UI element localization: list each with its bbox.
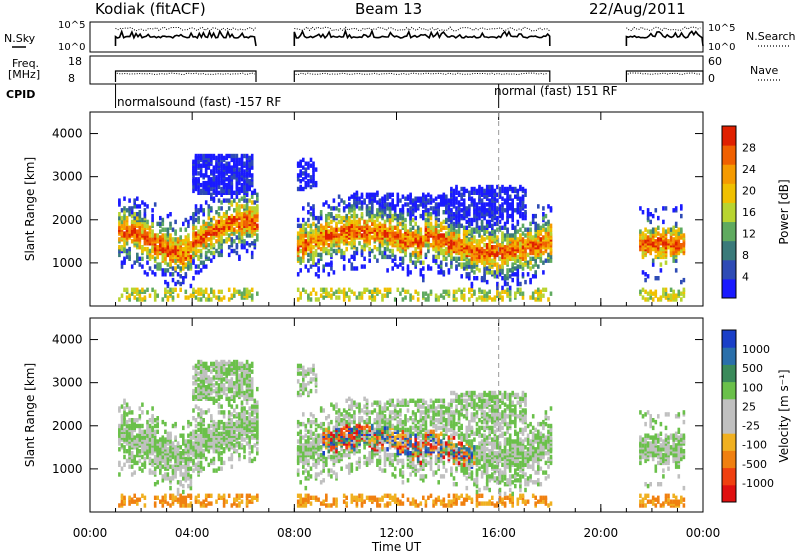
power-colorbar-tick: 24 bbox=[742, 163, 756, 176]
nsearch-ytick-top: 10^5 bbox=[708, 23, 735, 34]
power-colorbar-frame bbox=[721, 125, 737, 299]
velocity-colorbar-bin bbox=[722, 467, 736, 486]
freq-ytick-bottom: 8 bbox=[68, 72, 75, 85]
power-ytick-label: 3000 bbox=[52, 170, 83, 184]
velocity-colorbar-frame bbox=[721, 329, 737, 503]
freq-line-segment bbox=[114, 70, 257, 82]
radar-title: Kodiak (fitACF) bbox=[95, 0, 206, 18]
velocity-colorbar-tick: -500 bbox=[742, 458, 767, 471]
nsky-ytick-top: 10^5 bbox=[58, 20, 85, 31]
velocity-colorbar-tick: 500 bbox=[742, 362, 763, 375]
power-colorbar-label: Power [dB] bbox=[777, 179, 791, 244]
velocity-colorbar-tick: -100 bbox=[742, 439, 767, 452]
power-colorbar-bin bbox=[722, 126, 736, 146]
velocity-colorbar-label: Velocity [m s⁻¹] bbox=[777, 369, 791, 462]
power-heatmap bbox=[118, 153, 686, 302]
nsky-line-segment bbox=[114, 29, 257, 47]
nsky-label: N.Sky bbox=[4, 32, 36, 45]
power-colorbar-bin bbox=[722, 278, 736, 299]
nave-ytick-bottom: 0 bbox=[708, 72, 715, 85]
nsky-panel-frame bbox=[89, 21, 704, 53]
nsearch-label: N.Search bbox=[746, 30, 796, 43]
power-colorbar-tick: 20 bbox=[742, 185, 756, 198]
freq-ytick-top: 18 bbox=[68, 55, 82, 68]
nave-line-segment bbox=[295, 72, 547, 76]
velocity-colorbar-tick: -25 bbox=[742, 420, 760, 433]
velocity-colorbar-bin bbox=[722, 484, 736, 503]
nsearch-line-segment bbox=[115, 26, 257, 32]
power-colorbar-tick: 28 bbox=[742, 142, 756, 155]
x-tick-label: 08:00 bbox=[277, 526, 312, 540]
x-tick-label: 12:00 bbox=[379, 526, 414, 540]
cpid-label-normal: normal (fast) 151 RF bbox=[494, 84, 618, 98]
nave-ytick-top: 60 bbox=[708, 55, 722, 68]
power-ytick-label: 1000 bbox=[52, 256, 83, 270]
velocity-ytick-label: 2000 bbox=[52, 419, 83, 433]
freq-label-1: Freq. bbox=[12, 57, 40, 70]
x-tick-label: 00:00 bbox=[686, 526, 721, 540]
x-axis-label: Time UT bbox=[371, 540, 422, 554]
velocity-colorbar-tick: -1000 bbox=[742, 477, 774, 490]
date-title: 22/Aug/2011 bbox=[589, 0, 686, 18]
nsky-line-segment bbox=[625, 30, 704, 47]
velocity-colorbar-tick: 1000 bbox=[742, 343, 770, 356]
cpid-label-normalsound: normalsound (fast) -157 RF bbox=[117, 95, 282, 109]
velocity-colorbar-bin bbox=[722, 364, 736, 383]
power-colorbar-bin bbox=[722, 202, 736, 223]
x-tick-label: 20:00 bbox=[584, 526, 619, 540]
power-colorbar-tick: 4 bbox=[742, 271, 749, 284]
power-ytick-label: 2000 bbox=[52, 213, 83, 227]
velocity-ytick-label: 4000 bbox=[52, 333, 83, 347]
power-colorbar-bin bbox=[722, 240, 736, 261]
velocity-colorbar-bin bbox=[722, 450, 736, 469]
power-colorbar-bin bbox=[722, 259, 736, 280]
x-tick-label: 00:00 bbox=[73, 526, 108, 540]
power-ytick-label: 4000 bbox=[52, 127, 83, 141]
velocity-colorbar-bin bbox=[722, 330, 736, 348]
nave-label: Nave bbox=[750, 64, 779, 77]
power-colorbar-bin bbox=[722, 221, 736, 242]
x-tick-label: 04:00 bbox=[175, 526, 210, 540]
nsky-line-segment bbox=[293, 28, 551, 47]
velocity-colorbar-bin bbox=[722, 433, 736, 451]
freq-panel-frame bbox=[89, 55, 704, 85]
velocity-ytick-label: 3000 bbox=[52, 376, 83, 390]
velocity-colorbar-bin bbox=[722, 347, 736, 365]
nsky-ytick-bottom: 10^0 bbox=[58, 42, 85, 53]
velocity-heatmap bbox=[118, 359, 686, 508]
power-colorbar-tick: 8 bbox=[742, 249, 749, 262]
nsearch-ytick-bottom: 10^0 bbox=[708, 42, 735, 53]
power-colorbar-bin bbox=[722, 183, 736, 203]
nave-line-segment bbox=[116, 72, 255, 76]
velocity-colorbar-bin bbox=[722, 398, 736, 417]
power-colorbar-tick: 16 bbox=[742, 206, 756, 219]
nsearch-line-segment bbox=[626, 26, 701, 32]
x-tick-label: 16:00 bbox=[481, 526, 516, 540]
velocity-colorbar-bin bbox=[722, 416, 736, 434]
velocity-colorbar-tick: 100 bbox=[742, 381, 763, 394]
beam-title: Beam 13 bbox=[355, 0, 423, 18]
nave-line-segment bbox=[627, 72, 702, 75]
velocity-ytick-label: 1000 bbox=[52, 462, 83, 476]
power-ylabel: Slant Range [km] bbox=[23, 157, 37, 261]
velocity-colorbar-bin bbox=[722, 381, 736, 400]
power-colorbar-bin bbox=[722, 164, 736, 184]
power-colorbar-tick: 12 bbox=[742, 228, 756, 241]
freq-label-2: [MHz] bbox=[8, 68, 41, 81]
cpid-label: CPID bbox=[6, 88, 36, 101]
power-colorbar-bin bbox=[722, 145, 736, 165]
velocity-ylabel: Slant Range [km] bbox=[23, 363, 37, 467]
freq-line-segment bbox=[293, 70, 551, 82]
velocity-colorbar-tick: 25 bbox=[742, 400, 756, 413]
nsearch-line-segment bbox=[294, 26, 551, 32]
